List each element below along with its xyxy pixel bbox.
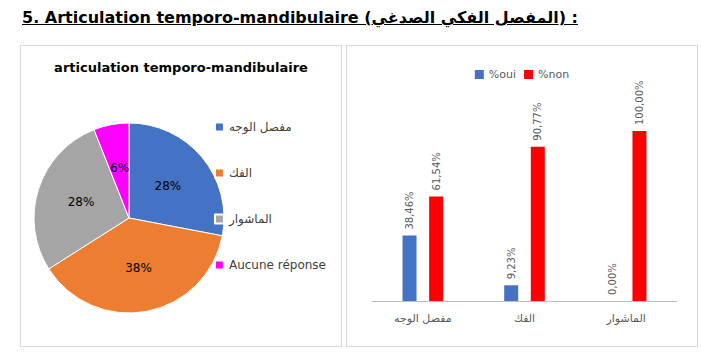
svg-text:الماشوار: الماشوار — [228, 212, 272, 227]
svg-text:%non: %non — [538, 68, 569, 81]
svg-text:مفصل الوجه: مفصل الوجه — [394, 312, 452, 325]
svg-text:28%: 28% — [155, 179, 182, 193]
svg-text:الفك: الفك — [229, 166, 252, 180]
svg-text:6%: 6% — [110, 161, 129, 175]
svg-text:90,77%: 90,77% — [532, 103, 543, 141]
svg-text:100,00%: 100,00% — [634, 81, 645, 126]
svg-text:61,54%: 61,54% — [431, 152, 442, 190]
svg-text:articulation temporo-mandibula: articulation temporo-mandibulaire — [54, 60, 308, 75]
svg-text:الماشوار: الماشوار — [605, 312, 645, 325]
svg-text:38%: 38% — [125, 261, 152, 275]
svg-text:28%: 28% — [68, 195, 95, 209]
svg-text:0,00%: 0,00% — [607, 263, 618, 295]
svg-text:الفك: الفك — [514, 312, 535, 325]
svg-text:Aucune réponse: Aucune réponse — [229, 258, 326, 272]
svg-text:مفصل الوجه: مفصل الوجه — [229, 120, 292, 135]
svg-text:38,46%: 38,46% — [404, 191, 415, 229]
svg-text:9,23%: 9,23% — [506, 248, 517, 280]
svg-text:%oui: %oui — [489, 68, 516, 81]
html-text:5. Articulation temporo-mandib: 5. Articulation temporo-mandibulaire (ال… — [22, 8, 578, 27]
